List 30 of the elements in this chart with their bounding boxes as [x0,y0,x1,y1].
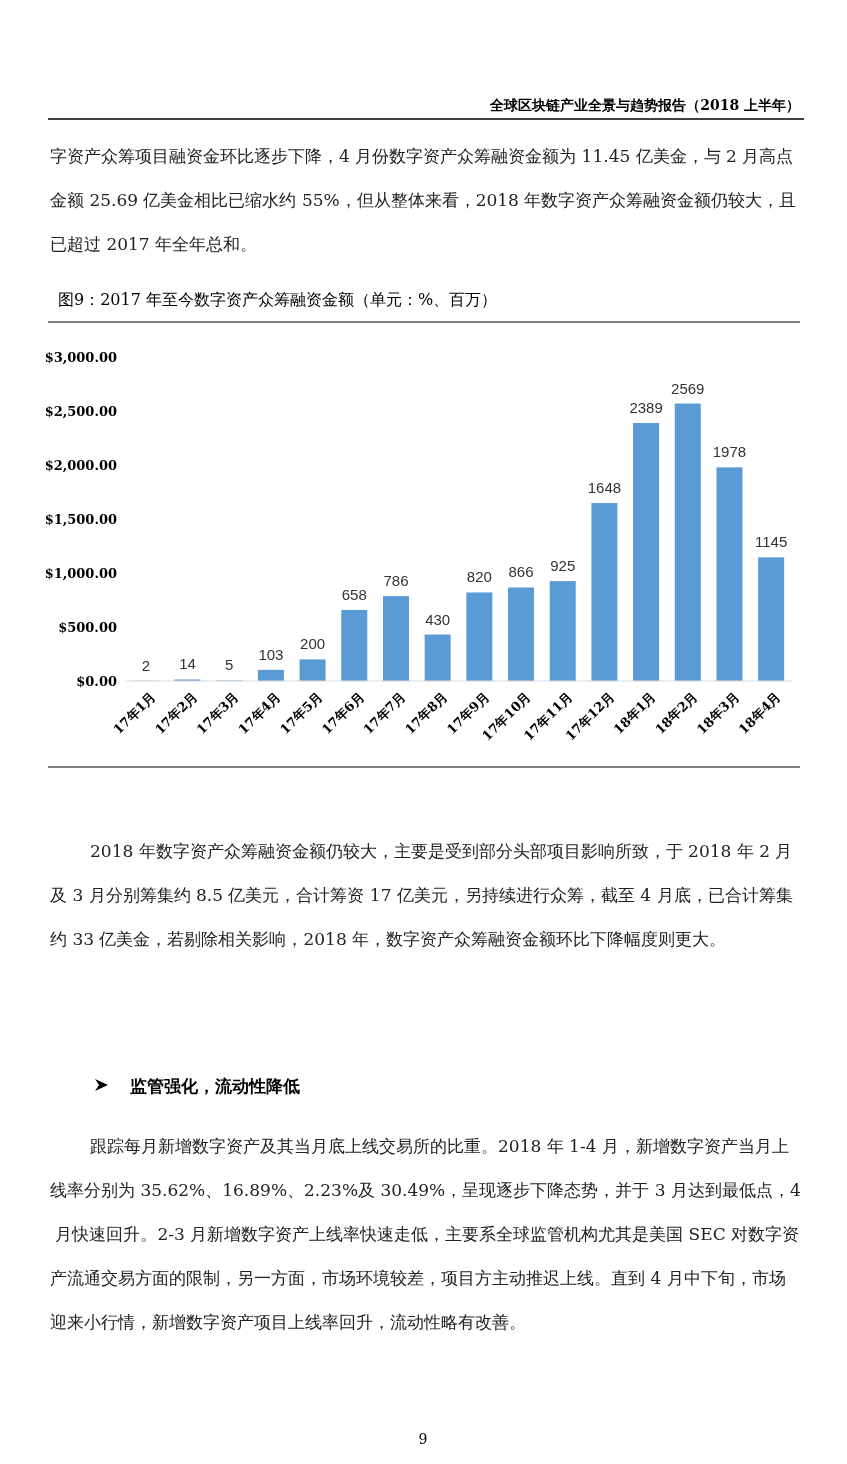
text: 9 [418,1431,428,1447]
y-tick-label: $2,500.00 [44,404,117,419]
text: 监管强化，流动性降低 [130,1076,300,1096]
y-tick-label: $3,000.00 [44,350,117,365]
y-tick-label: $500.00 [58,620,117,635]
text: 字资产众筹项目融资金环比逐步下降，4 月份数字资产众筹融资金额为 11.45 亿美金，与 2 月高点金额 25.69 亿美金相比已缩水约 55%，但从整体来看，2018 年数字资产众筹融资金额仍较大，且已超过 2017 年全年总和。 [50,146,797,254]
chart-title: 图9：2017 年至今数字资产众筹融资金额（单元：%、百万） [58,290,498,309]
data-label: 2 [141,656,151,674]
data-label: 200 [300,635,326,653]
data-label: 14 [179,655,196,673]
data-label: 786 [383,572,409,590]
data-label: 430 [425,610,451,628]
data-label: 925 [550,557,576,575]
y-tick-label: $1,500.00 [44,512,117,527]
data-label: 866 [508,563,534,581]
data-label: 1978 [712,443,747,461]
data-label: 2569 [671,379,705,397]
data-label: 820 [466,568,492,586]
text: 跟踪每月新增数字资产及其当月底上线交易所的比重。2018 年 1-4 月，新增数字资产当月上线率分别为 35.62%、16.89%、2.23%及 30.49%，呈现逐步下降态势，并于 3 月达到最低点，4 月快速回升。2-3 月新增数字资产上线率快速走低，主要系全球监管机构尤其是美国 SEC 对数字资产流通交易方面的限制，另一方面，市场环境较差，项目方主动推迟上线。直到 4 月中下旬，市场迎来小行情，新增数字资产项目上线率回升，流动性略有改善。 [50,1136,801,1332]
data-label: 2389 [629,398,663,416]
y-tick-label: $0.00 [76,674,117,689]
y-tick-label: $1,000.00 [44,566,117,581]
data-label: 103 [258,645,284,663]
text: 全球区块链产业全景与趋势报告（2018 上半年） [489,97,800,113]
data-label: 1145 [755,533,788,551]
data-label: 5 [225,656,234,674]
data-label: 1648 [587,479,622,497]
data-label: 658 [341,585,367,603]
text: 2018 年数字资产众筹融资金额仍较大，主要是受到部分头部项目影响所致，于 2018 年 2 月及 3 月分别筹集约 8.5 亿美元，合计筹资 17 亿美元，另持续进行众筹，截至 4 月底，已合计筹集约 33 亿美金，若剔除相关影响，2018 年，数字资产众筹融资金额环比下降幅度则更大。 [50,841,793,949]
y-tick-label: $2,000.00 [44,458,117,473]
